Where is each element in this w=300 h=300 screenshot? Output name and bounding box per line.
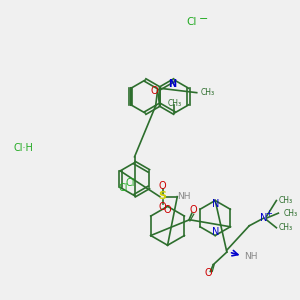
Text: N: N	[168, 79, 176, 89]
Text: CH₃: CH₃	[278, 196, 292, 205]
Text: O: O	[205, 268, 212, 278]
Text: Cl·H: Cl·H	[13, 143, 33, 153]
Text: CH₃: CH₃	[167, 99, 182, 108]
Text: Cl: Cl	[186, 17, 196, 27]
Text: O: O	[190, 205, 198, 215]
Text: O: O	[151, 86, 158, 96]
Text: −: −	[199, 14, 208, 24]
Text: NH: NH	[177, 192, 191, 201]
Text: NH: NH	[244, 252, 258, 261]
Text: N: N	[260, 213, 268, 223]
Text: +: +	[265, 209, 272, 218]
Text: N: N	[212, 226, 219, 237]
Text: Cl: Cl	[118, 183, 128, 193]
Text: CH₃: CH₃	[283, 209, 297, 218]
Text: N: N	[212, 200, 219, 209]
Text: CH₃: CH₃	[201, 88, 215, 97]
Text: O: O	[159, 202, 166, 212]
Text: O: O	[164, 205, 171, 215]
Text: Cl: Cl	[125, 178, 135, 188]
Text: O: O	[159, 181, 166, 191]
Text: CH₃: CH₃	[278, 223, 292, 232]
Text: S: S	[159, 191, 167, 201]
